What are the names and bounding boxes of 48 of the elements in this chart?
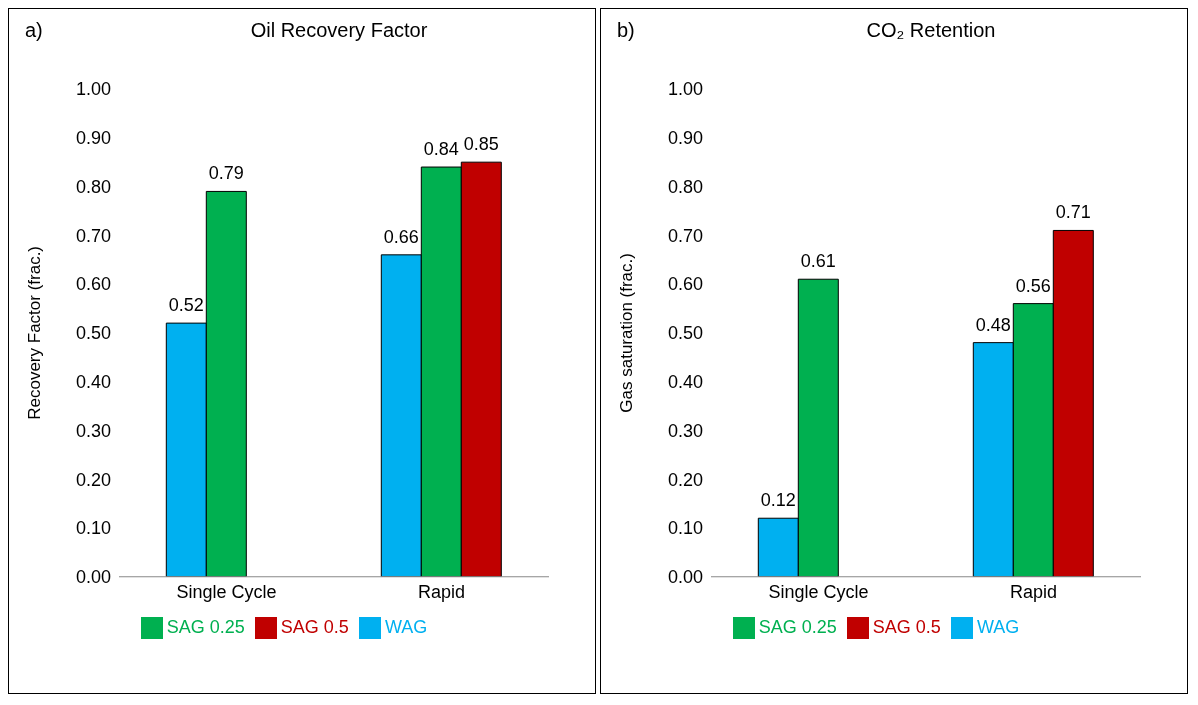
y-tick-label: 0.80 — [75, 176, 111, 197]
y-tick-label: 0.90 — [75, 128, 111, 149]
x-tick-label: Rapid — [1009, 581, 1058, 602]
x-tick-label: Single Cycle — [768, 581, 869, 602]
y-tick-label: 1.00 — [667, 79, 703, 100]
data-label: 0.71 — [1055, 202, 1091, 223]
y-tick-label: 0.70 — [667, 225, 703, 246]
y-tick-label: 0.10 — [75, 518, 111, 539]
data-label: 0.52 — [168, 295, 204, 316]
y-tick-label: 0.30 — [667, 420, 703, 441]
y-tick-label: 1.00 — [75, 79, 111, 100]
legend-label: SAG 0.25 — [758, 616, 837, 637]
data-label: 0.79 — [208, 163, 244, 184]
y-axis-title: Recovery Factor (frac.) — [25, 245, 45, 420]
y-tick-label: 0.20 — [75, 469, 111, 490]
data-label: 0.84 — [423, 139, 459, 160]
y-tick-label: 0.40 — [667, 372, 703, 393]
y-tick-label: 0.00 — [667, 567, 703, 588]
legend-label: WAG — [384, 616, 428, 637]
x-tick-label: Rapid — [417, 581, 466, 602]
legend-label: SAG 0.5 — [280, 616, 349, 637]
legend-label: WAG — [976, 616, 1020, 637]
data-label: 0.85 — [463, 134, 499, 155]
data-label: 0.12 — [760, 490, 796, 511]
y-axis-title: Gas saturation (frac.) — [617, 253, 637, 413]
y-tick-label: 0.50 — [667, 323, 703, 344]
text: a) — [25, 19, 43, 42]
y-tick-label: 0.60 — [667, 274, 703, 295]
y-tick-label: 0.60 — [75, 274, 111, 295]
y-tick-label: 0.40 — [75, 372, 111, 393]
y-tick-label: 0.30 — [75, 420, 111, 441]
chart-title: CO₂ Retention — [865, 19, 997, 42]
y-tick-label: 0.10 — [667, 518, 703, 539]
y-tick-label: 0.90 — [667, 128, 703, 149]
y-tick-label: 0.00 — [75, 567, 111, 588]
text: b) — [617, 19, 635, 42]
data-label: 0.61 — [800, 251, 836, 272]
legend-label: SAG 0.5 — [872, 616, 941, 637]
data-label: 0.56 — [1015, 275, 1051, 296]
x-tick-label: Single Cycle — [176, 581, 277, 602]
chart-title: Oil Recovery Factor — [249, 19, 429, 42]
y-tick-label: 0.70 — [75, 225, 111, 246]
data-label: 0.48 — [975, 314, 1011, 335]
y-tick-label: 0.50 — [75, 323, 111, 344]
y-tick-label: 0.80 — [667, 176, 703, 197]
y-tick-label: 0.20 — [667, 469, 703, 490]
data-label: 0.66 — [383, 226, 419, 247]
legend-label: SAG 0.25 — [166, 616, 245, 637]
